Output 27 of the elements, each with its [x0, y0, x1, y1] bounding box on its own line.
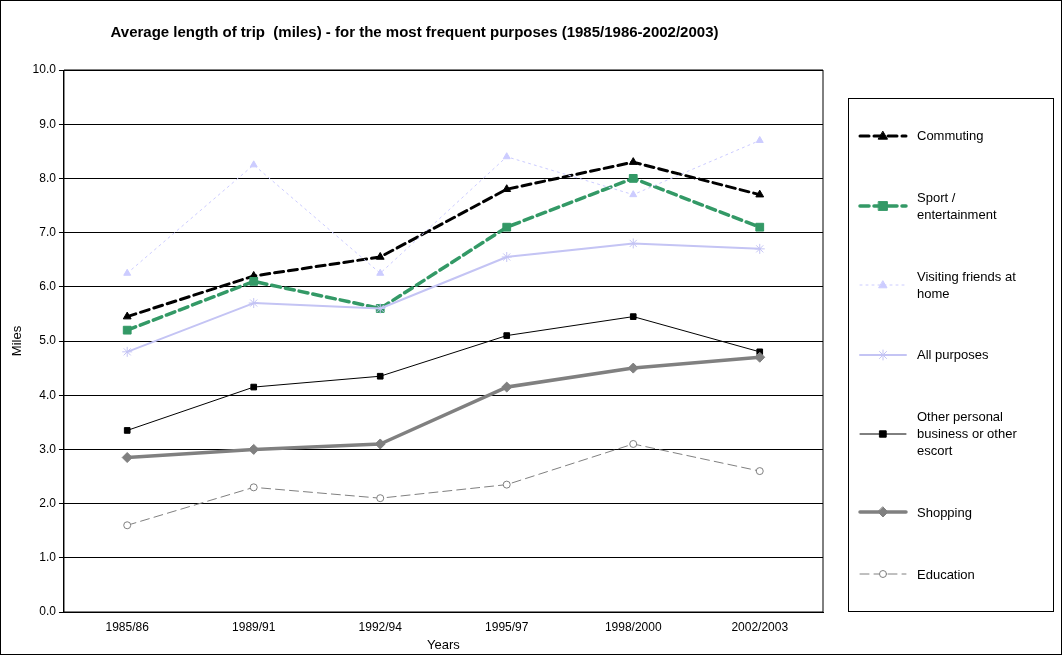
x-tick-label: 1989/91: [232, 619, 276, 634]
legend-label: Education: [917, 565, 976, 583]
legend-label: Commuting: [917, 127, 985, 145]
y-tick-label: 3.0: [39, 441, 57, 456]
x-tick-label: 1995/97: [485, 619, 529, 634]
y-tick-label: 4.0: [39, 387, 57, 402]
y-tick-label: 8.0: [39, 170, 57, 185]
x-axis-title: Years: [427, 636, 461, 652]
x-tick-label: 1998/2000: [604, 619, 662, 634]
x-tick-label: 2002/2003: [731, 619, 789, 634]
legend-label: Shopping: [917, 503, 973, 521]
y-tick-label: 2.0: [39, 495, 57, 510]
y-tick-label: 1.0: [39, 550, 57, 565]
x-tick-label: 1992/94: [358, 619, 403, 634]
legend-label: Visiting friends at home: [917, 267, 1017, 302]
y-tick-label: 0.0: [39, 604, 57, 619]
y-tick-label: 7.0: [39, 224, 57, 239]
legend-label: All purposes: [917, 346, 990, 364]
y-axis-title: Miles: [9, 325, 25, 357]
y-tick-label: 5.0: [39, 333, 57, 348]
y-tick-label: 10.0: [32, 62, 57, 77]
y-tick-label: 9.0: [39, 116, 57, 131]
chart-title: Average length of trip (miles) - for the most frequent purposes (1985/1986-2002/2003): [110, 23, 719, 41]
legend-label: Other personal business or other escort: [917, 408, 1018, 460]
y-tick-label: 6.0: [39, 279, 57, 294]
legend-label: Sport / entertainment: [917, 189, 998, 224]
x-tick-label: 1985/86: [105, 619, 150, 634]
